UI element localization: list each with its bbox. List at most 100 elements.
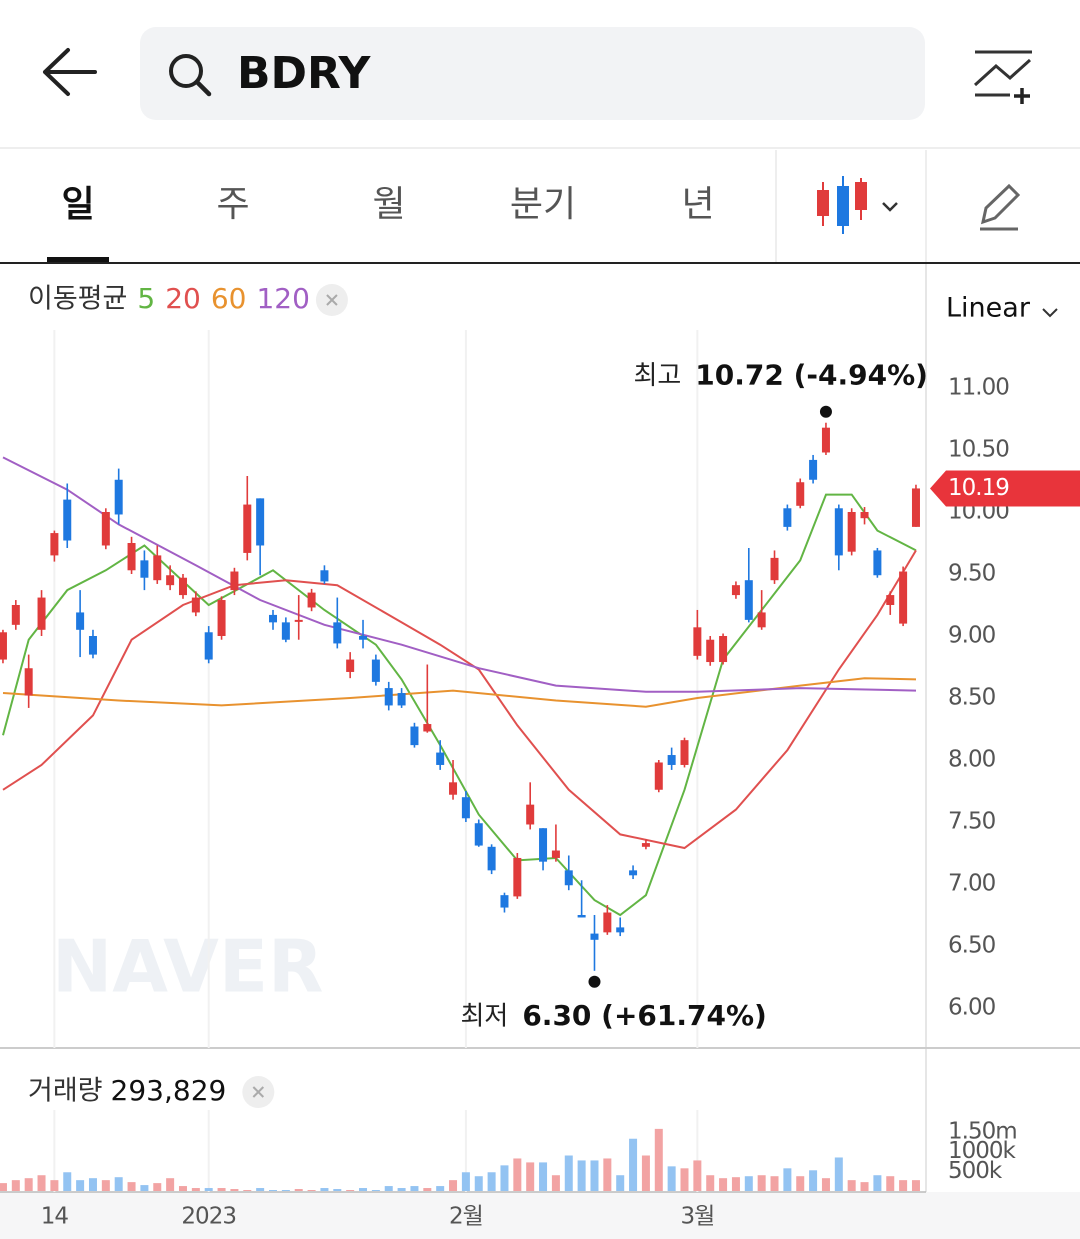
volume-bar xyxy=(384,1186,393,1191)
volume-bar xyxy=(847,1180,856,1191)
volume-bar xyxy=(757,1175,766,1191)
scale-label[interactable]: Linear xyxy=(946,293,1031,324)
candle-body xyxy=(281,622,290,640)
low-marker xyxy=(588,975,601,988)
candle-body xyxy=(320,570,329,582)
volume-bar xyxy=(114,1177,123,1191)
volume-bar xyxy=(886,1176,895,1191)
high-marker xyxy=(819,405,832,418)
y-tick-label: 1.50m xyxy=(948,1118,1017,1144)
volume-bar xyxy=(731,1177,740,1191)
candle-body xyxy=(564,870,573,886)
tab-underline xyxy=(47,257,109,263)
y-tick-label: 8.00 xyxy=(948,747,996,773)
volume-bar xyxy=(346,1190,355,1191)
y-tick-label: 7.50 xyxy=(948,809,996,835)
volume-value: 293,829 xyxy=(111,1074,227,1107)
candle-body xyxy=(423,724,432,732)
x-tick-label: 14 xyxy=(41,1204,69,1230)
volume-bar xyxy=(680,1168,689,1191)
volume-bar xyxy=(230,1189,239,1191)
price-tag-label: 10.19 xyxy=(948,475,1009,501)
tab[interactable]: 년 xyxy=(681,184,714,225)
volume-bar xyxy=(911,1180,920,1191)
volume-bar xyxy=(50,1180,59,1191)
y-tick-label: 11.00 xyxy=(948,375,1009,401)
chart-type-button[interactable] xyxy=(817,176,898,234)
candle-body xyxy=(269,614,278,623)
candle-body xyxy=(886,595,895,605)
candle-body xyxy=(50,533,59,556)
volume-bar xyxy=(629,1138,638,1191)
volume-bar xyxy=(140,1185,149,1191)
y-tick-label: 10.50 xyxy=(948,437,1009,463)
candle-body xyxy=(191,597,200,613)
volume-bar xyxy=(461,1172,470,1191)
volume-bar xyxy=(449,1180,458,1191)
volume-bar xyxy=(166,1178,175,1191)
volume-bar xyxy=(770,1176,779,1191)
candle-body xyxy=(706,639,715,663)
tab[interactable]: 주 xyxy=(216,184,249,225)
y-tick-label: 9.50 xyxy=(948,561,996,587)
volume-bar xyxy=(217,1188,226,1191)
period-tabs: 일 주 월 분기 년 xyxy=(47,184,715,263)
search-box[interactable] xyxy=(140,27,925,120)
candle-body xyxy=(899,571,908,624)
candle-body xyxy=(410,726,419,746)
volume-bar xyxy=(178,1186,187,1191)
legend-entry: 60 xyxy=(211,282,247,315)
volume-bar xyxy=(603,1158,612,1191)
x-tick-label: 2월 xyxy=(449,1204,483,1230)
candle-body xyxy=(371,659,380,682)
tab[interactable]: 일 xyxy=(61,184,94,225)
volume-bar xyxy=(577,1160,586,1191)
candle-body xyxy=(616,927,625,933)
candle-body xyxy=(243,504,252,553)
volume-bar xyxy=(783,1168,792,1191)
y-tick-label: 6.50 xyxy=(948,933,996,959)
draw-button[interactable] xyxy=(980,183,1021,231)
candle-body xyxy=(217,600,226,636)
volume-bar xyxy=(294,1189,303,1191)
volume-bar xyxy=(397,1188,406,1191)
candle-body xyxy=(783,508,792,527)
candle-body xyxy=(230,571,239,591)
y-tick-label: 500k xyxy=(948,1158,1003,1184)
pencil-icon xyxy=(980,183,1021,225)
volume-bar xyxy=(860,1182,869,1191)
y-tick-label: 9.00 xyxy=(948,623,996,649)
volume-bar xyxy=(204,1188,213,1191)
candle-body xyxy=(37,597,46,630)
candle-body xyxy=(359,636,368,640)
compare-button[interactable] xyxy=(973,50,1032,104)
candle-body xyxy=(911,488,920,527)
volume-bar xyxy=(513,1158,522,1191)
candle-body xyxy=(384,688,393,706)
volume-bar xyxy=(11,1180,20,1191)
candle-body xyxy=(397,693,406,706)
candle-body xyxy=(526,804,535,825)
volume-bar xyxy=(359,1188,368,1191)
volume-bar xyxy=(243,1190,252,1191)
volume-bar xyxy=(500,1165,509,1191)
candle-body xyxy=(256,498,265,546)
volume-bar xyxy=(796,1176,805,1191)
back-arrow xyxy=(43,48,97,96)
back-button[interactable] xyxy=(43,48,97,96)
tab[interactable]: 월 xyxy=(372,184,405,225)
candle-body xyxy=(63,499,72,541)
y-tick-label: 8.50 xyxy=(948,685,996,711)
tab[interactable]: 분기 xyxy=(510,184,576,225)
search-icon-handle xyxy=(194,79,212,97)
candle-body xyxy=(590,933,599,940)
volume-bar xyxy=(320,1188,329,1191)
legend-entry: 5 xyxy=(137,282,155,315)
candle-body xyxy=(333,622,342,644)
candle-body xyxy=(24,668,33,696)
candle-body xyxy=(461,797,470,819)
candle-body xyxy=(204,632,213,660)
candle-body xyxy=(629,870,638,876)
volume-bar xyxy=(76,1180,85,1191)
